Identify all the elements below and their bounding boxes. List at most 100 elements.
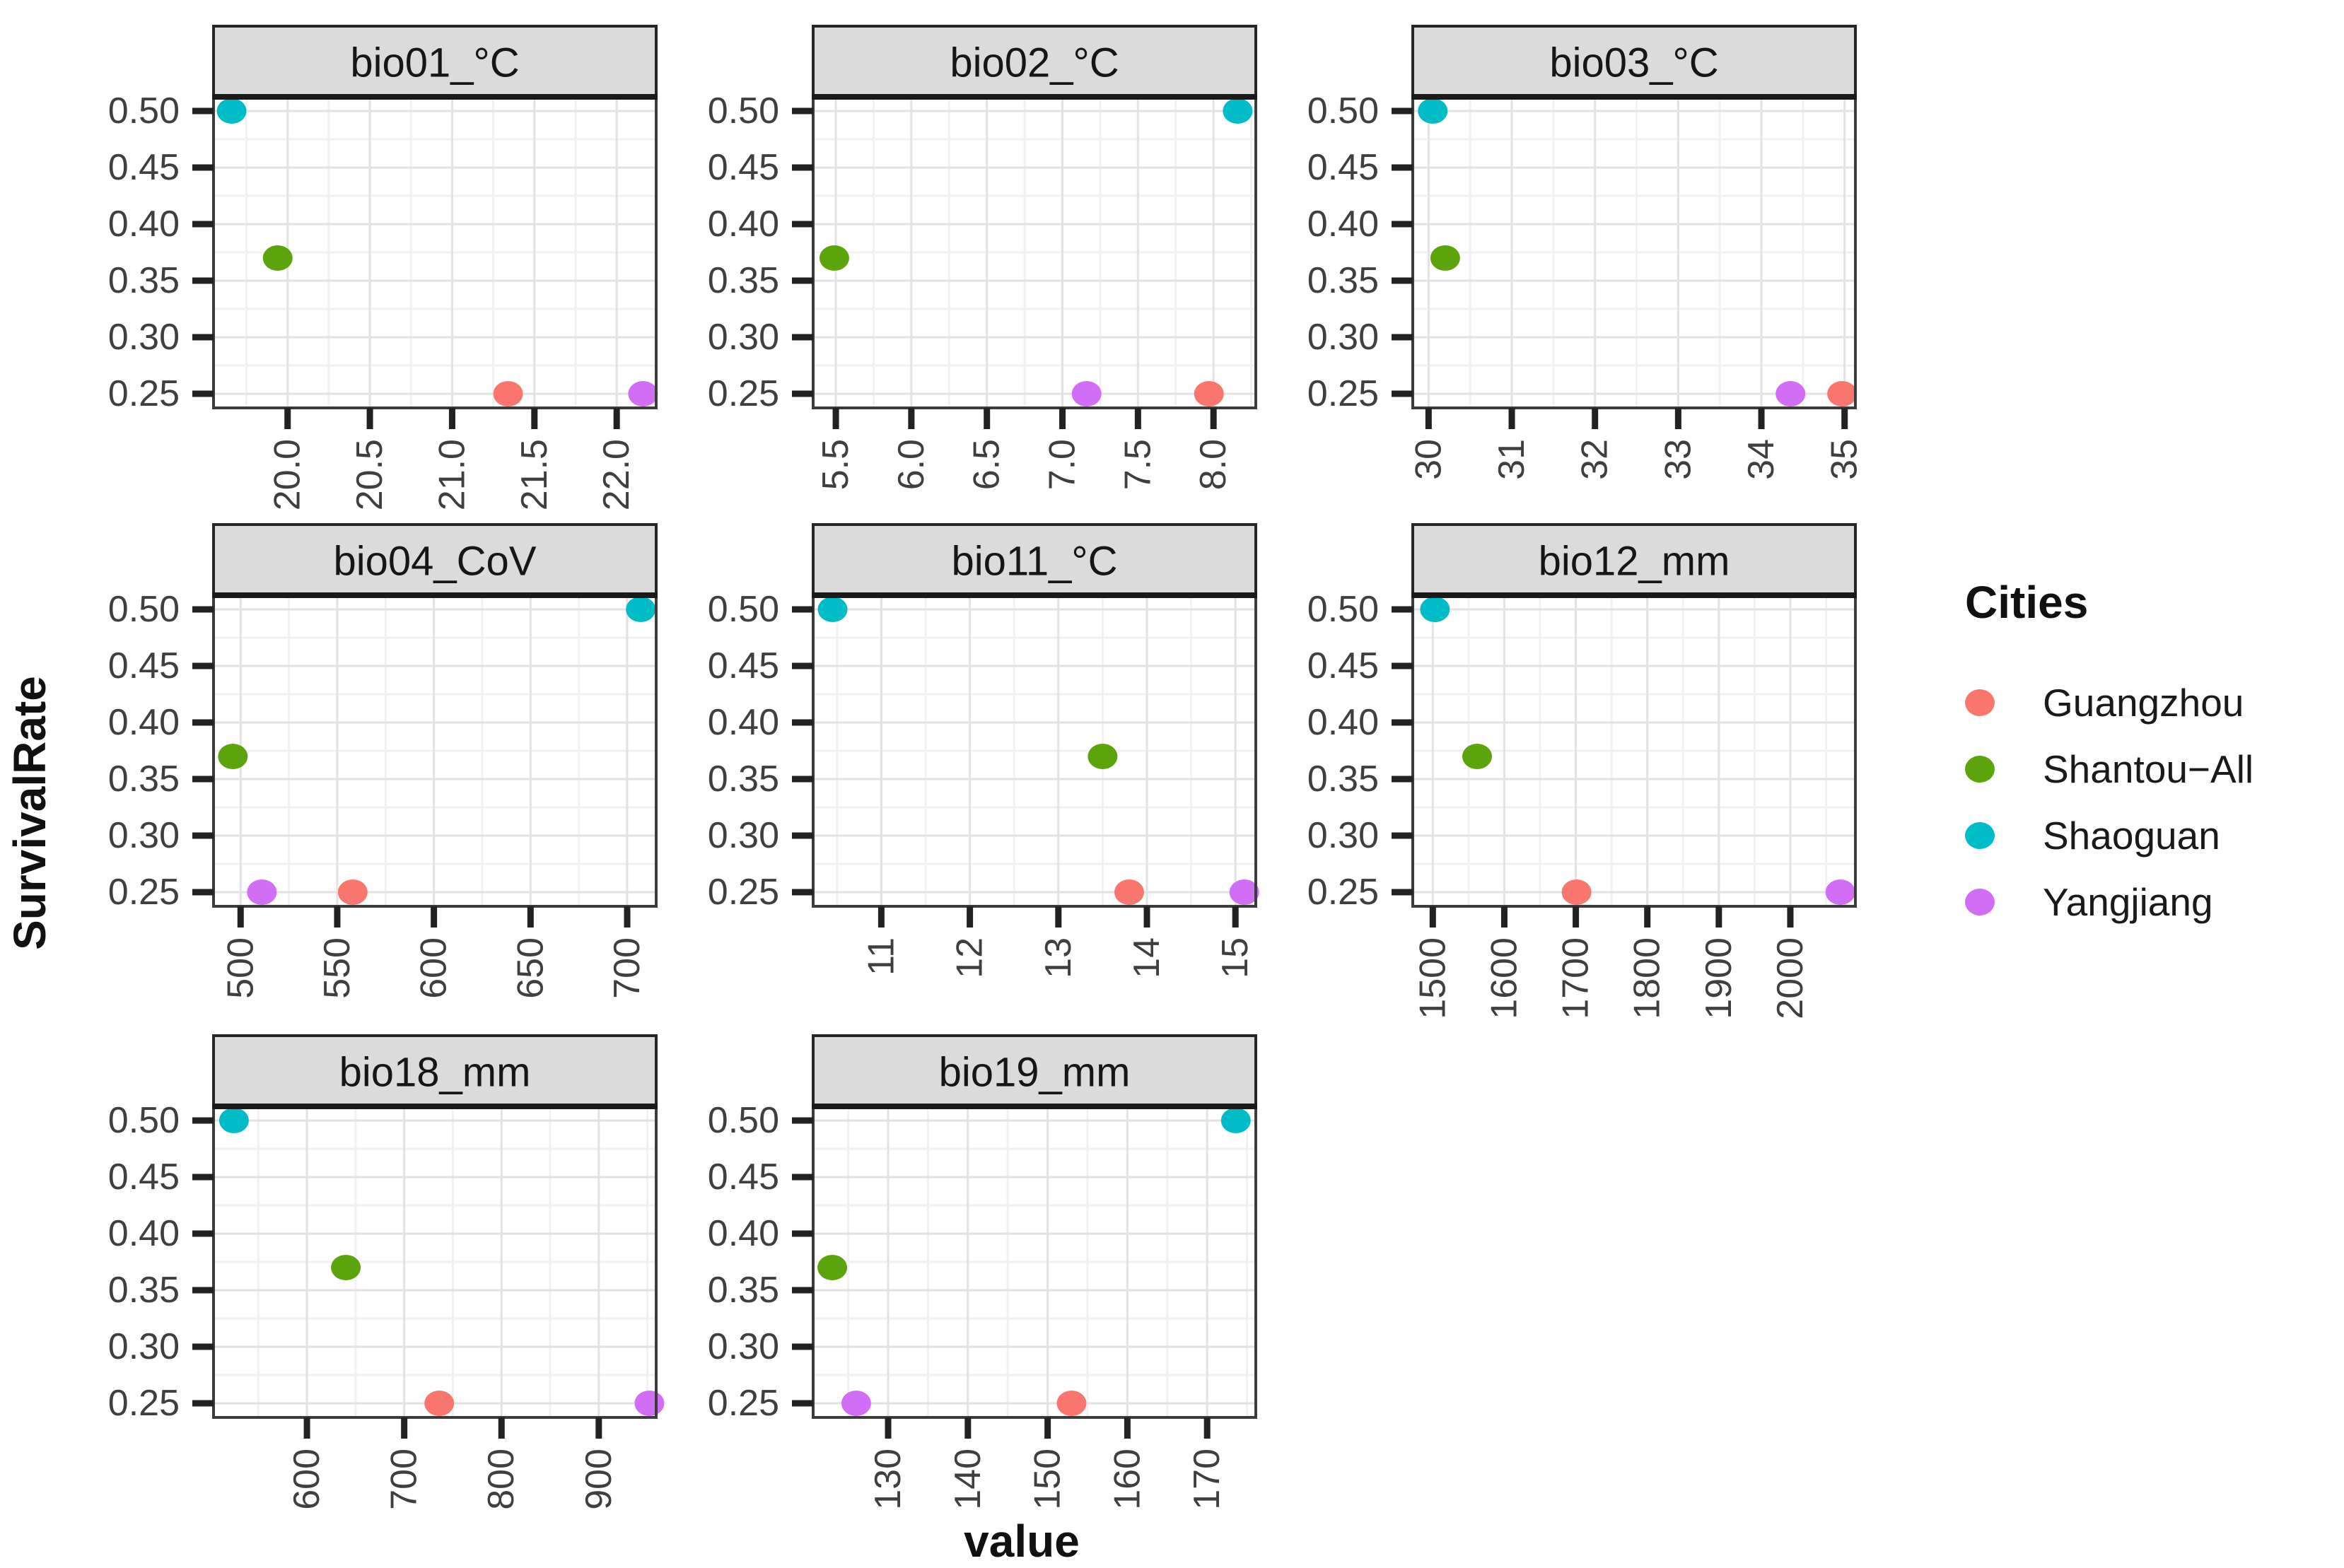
- x-tick-label: 1500: [1412, 937, 1453, 1019]
- data-point-guangzhou: [1827, 381, 1858, 406]
- y-tick-label: 0.45: [108, 645, 180, 686]
- facet-strip: [212, 25, 658, 98]
- y-tick-label: 0.40: [108, 702, 180, 743]
- y-tick-label: 0.40: [1307, 702, 1379, 743]
- y-tick-label: 0.45: [108, 1157, 180, 1198]
- x-tick-label: 35: [1824, 439, 1865, 480]
- data-point-shaoguan: [1418, 98, 1448, 124]
- x-tick-label: 34: [1741, 439, 1782, 480]
- x-tick-label: 650: [510, 937, 551, 999]
- x-tick-label: 1600: [1483, 937, 1524, 1019]
- y-tick-label: 0.30: [108, 815, 180, 856]
- data-point-guangzhou: [1056, 1391, 1087, 1416]
- x-tick-label: 11: [861, 937, 902, 976]
- facet-strip: [212, 523, 658, 597]
- data-point-yangjiang: [628, 381, 658, 406]
- y-tick-label: 0.35: [108, 759, 180, 800]
- x-tick-label: 13: [1038, 937, 1079, 978]
- x-tick-label: 31: [1491, 439, 1532, 480]
- y-tick-label: 0.35: [1307, 260, 1379, 301]
- y-tick-label: 0.30: [108, 1326, 180, 1367]
- data-point-yangjiang: [841, 1391, 871, 1416]
- x-tick-label: 1900: [1698, 937, 1739, 1019]
- y-tick-label: 0.45: [108, 147, 180, 188]
- x-tick-label: 22.0: [596, 439, 637, 510]
- legend-dot-icon: [1965, 822, 1995, 849]
- legend-dot-icon: [1965, 689, 1995, 716]
- data-point-shaoguan: [817, 597, 848, 622]
- y-tick-label: 0.50: [708, 589, 779, 630]
- x-tick-label: 1700: [1556, 937, 1597, 1019]
- data-point-shantou-all: [1462, 744, 1493, 769]
- data-point-guangzhou: [1561, 879, 1592, 905]
- facet-panel-bio01-c: bio01_°C 20.0 20.5 21.0 21.5 22.0 0.50 0.45 0.40…: [108, 25, 658, 510]
- x-tick-label: 170: [1186, 1449, 1228, 1510]
- y-tick-label: 0.35: [708, 260, 779, 301]
- y-tick-label: 0.45: [1307, 645, 1379, 686]
- y-tick-label: 0.35: [708, 1270, 779, 1311]
- y-tick-label: 0.40: [708, 702, 779, 743]
- data-point-shantou-all: [1088, 744, 1118, 769]
- y-tick-label: 0.30: [708, 815, 779, 856]
- y-tick-label: 0.50: [708, 1100, 779, 1141]
- y-tick-label: 0.40: [1307, 204, 1379, 245]
- legend-item-label: Shaoguan: [2043, 814, 2220, 858]
- y-tick-label: 0.35: [108, 1270, 180, 1311]
- y-tick-label: 0.25: [1307, 373, 1379, 414]
- data-point-yangjiang: [1071, 381, 1102, 406]
- facet-panel-bio19-mm: bio19_mm 130 140 150 160 170 0.50 0.45 0.40 0.35 0…: [708, 1034, 1257, 1510]
- y-tick-label: 0.45: [708, 1157, 779, 1198]
- data-point-guangzhou: [1194, 381, 1224, 406]
- facet-strip: [812, 1034, 1257, 1108]
- x-tick-label: 14: [1126, 937, 1167, 978]
- facet-title: bio19_mm: [939, 1050, 1131, 1096]
- y-tick-label: 0.30: [1307, 317, 1379, 358]
- x-axis-title: value: [964, 1516, 1080, 1567]
- y-tick-label: 0.30: [1307, 815, 1379, 856]
- y-tick-label: 0.50: [108, 589, 180, 630]
- data-point-shaoguan: [1420, 597, 1450, 622]
- x-tick-label: 20.0: [267, 439, 308, 510]
- data-point-shaoguan: [216, 98, 247, 124]
- x-tick-label: 900: [578, 1449, 619, 1510]
- data-point-guangzhou: [337, 879, 368, 905]
- legend-item-label: Yangjiang: [2043, 880, 2213, 924]
- legend-items: Guangzhou Shantou−All Shaoguan Yangjiang: [1965, 669, 2253, 935]
- data-point-yangjiang: [247, 879, 277, 905]
- facet-title: bio02_°C: [950, 40, 1119, 86]
- data-point-yangjiang: [1776, 381, 1806, 406]
- y-tick-label: 0.30: [108, 317, 180, 358]
- x-tick-label: 21.5: [514, 439, 555, 510]
- y-tick-label: 0.25: [1307, 872, 1379, 913]
- y-tick-label: 0.35: [1307, 759, 1379, 800]
- x-tick-label: 21.0: [431, 439, 472, 510]
- data-point-yangjiang: [1825, 879, 1855, 905]
- facet-strip: [1411, 25, 1857, 98]
- data-point-shantou-all: [817, 1255, 848, 1280]
- y-tick-label: 0.25: [708, 872, 779, 913]
- data-point-shantou-all: [262, 245, 293, 271]
- x-tick-label: 550: [317, 937, 358, 999]
- facet-panel-bio04-cov: bio04_CoV 500 550 600 650 700 0.50 0.45 0.40 0.35…: [108, 523, 658, 999]
- data-point-shaoguan: [218, 1108, 249, 1133]
- y-tick-label: 0.50: [108, 1100, 180, 1141]
- data-point-shantou-all: [819, 245, 849, 271]
- y-tick-label: 0.35: [708, 759, 779, 800]
- y-tick-label: 0.40: [708, 1213, 779, 1254]
- y-tick-label: 0.35: [108, 260, 180, 301]
- facet-title: bio11_°C: [952, 539, 1118, 585]
- legend-dot-icon: [1965, 756, 1995, 783]
- x-tick-label: 15: [1215, 937, 1256, 978]
- data-point-shantou-all: [1430, 245, 1460, 271]
- x-tick-label: 6.0: [891, 439, 932, 490]
- y-tick-label: 0.30: [708, 1326, 779, 1367]
- data-point-shaoguan: [1220, 1108, 1251, 1133]
- y-tick-label: 0.25: [708, 373, 779, 414]
- x-tick-label: 600: [286, 1449, 327, 1510]
- y-axis-title: SurvivalRate: [4, 676, 55, 950]
- legend-title: Cities: [1965, 577, 2089, 628]
- legend-item-shantou-all: Shantou−All: [1965, 736, 2253, 802]
